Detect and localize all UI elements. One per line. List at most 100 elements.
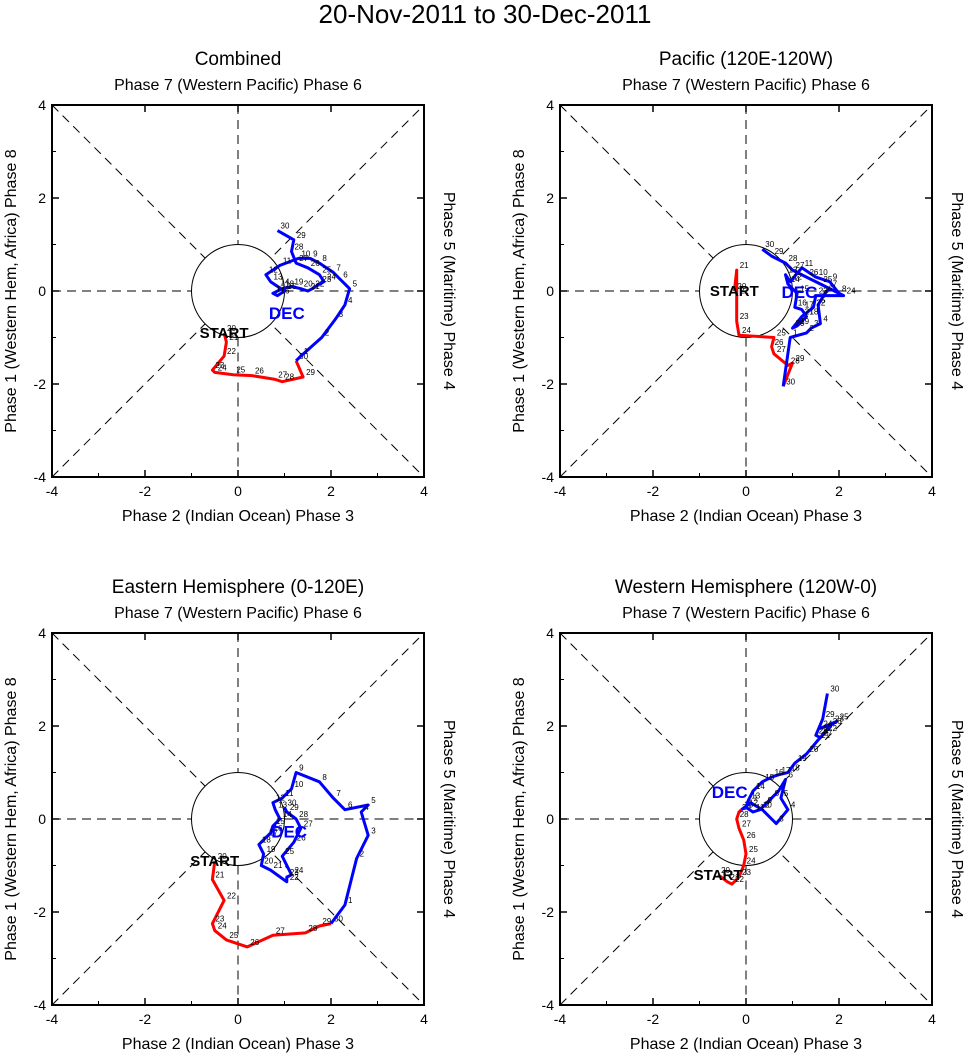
day-label: 3	[371, 826, 376, 835]
y-tick-label: 4	[38, 97, 46, 113]
day-label: 9	[768, 796, 773, 805]
month-label-dec: DEC	[712, 783, 748, 802]
panel-title: Eastern Hemisphere (0-120E)	[112, 577, 364, 598]
day-label: 23	[290, 868, 299, 877]
start-label: START	[710, 283, 759, 300]
day-label: 23	[215, 915, 224, 924]
day-label: 4	[791, 801, 796, 810]
day-label: 27	[777, 345, 786, 354]
series-line-december	[257, 771, 370, 925]
day-label: 29	[297, 231, 306, 240]
x-tick-label: -2	[139, 483, 152, 499]
x-tick-label: 2	[327, 1011, 335, 1027]
right-phase-label: Phase 5 (Maritime) Phase 4	[948, 192, 965, 390]
figure-title: 20-Nov-2011 to 30-Dec-2011	[319, 0, 652, 29]
x-tick-label: 0	[742, 1011, 750, 1027]
day-label: 25	[749, 845, 758, 854]
day-label: 27	[823, 729, 832, 738]
day-label: 8	[322, 254, 327, 263]
day-label: 29	[322, 917, 331, 926]
day-label: 24	[218, 922, 227, 931]
x-axis-label: Phase 2 (Indian Ocean) Phase 3	[630, 1036, 862, 1053]
day-label: 27	[304, 819, 313, 828]
day-label: 19	[800, 317, 809, 326]
day-label: 22	[290, 873, 299, 882]
day-label: 30	[288, 798, 297, 807]
day-label: 10	[301, 249, 310, 258]
day-label: 12	[269, 266, 278, 275]
day-label: 25	[236, 366, 245, 375]
panel-title: Combined	[195, 49, 282, 70]
day-label: 20	[218, 852, 227, 861]
day-label: 25	[285, 847, 294, 856]
panel-title: Pacific (120E-120W)	[659, 49, 833, 70]
y-tick-label: -4	[542, 997, 555, 1013]
day-label: 2	[360, 850, 365, 859]
phase-panel-3: Eastern Hemisphere (0-120E) Phase 7 (West…	[3, 577, 457, 1053]
day-label: 18	[262, 836, 271, 845]
day-label: 11	[285, 789, 294, 798]
day-label: 15	[288, 282, 297, 291]
phase-panel-1: Combined Phase 7 (Western Pacific) Phase …	[3, 49, 457, 525]
day-label: 28	[285, 373, 294, 382]
day-label: 28	[789, 254, 798, 263]
x-tick-label: -2	[647, 1011, 660, 1027]
y-tick-label: -2	[34, 904, 47, 920]
day-label: 30	[830, 684, 839, 693]
day-label: 3	[339, 310, 344, 319]
day-label: 16	[798, 298, 807, 307]
day-label: 8	[775, 789, 780, 798]
x-tick-label: 0	[234, 1011, 242, 1027]
top-phase-label: Phase 7 (Western Pacific) Phase 6	[114, 605, 362, 622]
right-phase-label: Phase 5 (Maritime) Phase 4	[948, 720, 965, 918]
day-label: 17	[805, 301, 814, 310]
day-label: 21	[730, 873, 739, 882]
right-phase-label: Phase 5 (Maritime) Phase 4	[440, 192, 457, 390]
x-tick-label: -4	[554, 1011, 567, 1027]
day-label: 28	[294, 242, 303, 251]
y-tick-label: 0	[546, 811, 554, 827]
day-label: 27	[742, 819, 751, 828]
day-label: 20	[796, 319, 805, 328]
day-label: 21	[311, 282, 320, 291]
day-label: 2	[809, 324, 814, 333]
day-label: 24	[294, 866, 303, 875]
day-label: 20	[721, 866, 730, 875]
top-phase-label: Phase 7 (Western Pacific) Phase 6	[622, 605, 870, 622]
day-label: 13	[274, 273, 283, 282]
y-tick-label: 0	[38, 283, 46, 299]
day-label: 3	[779, 815, 784, 824]
day-label: 21	[274, 861, 283, 870]
y-axis-label: Phase 1 (Western Hem, Africa) Phase 8	[511, 149, 528, 432]
day-label: 4	[364, 803, 369, 812]
y-axis-label: Phase 1 (Western Hem, Africa) Phase 8	[511, 677, 528, 960]
day-label: 26	[311, 259, 320, 268]
day-label: 6	[789, 770, 794, 779]
x-tick-label: -4	[46, 1011, 59, 1027]
x-tick-label: 0	[234, 483, 242, 499]
day-label: 18	[285, 280, 294, 289]
day-label: 21	[805, 308, 814, 317]
day-label: 20	[227, 324, 236, 333]
day-label: 25	[777, 329, 786, 338]
day-label: 22	[735, 875, 744, 884]
day-label: 24	[742, 326, 751, 335]
day-label: 17	[269, 829, 278, 838]
day-label: 26	[747, 831, 756, 840]
y-tick-label: -4	[542, 469, 555, 485]
day-label: 20	[264, 857, 273, 866]
day-label: 16	[775, 768, 784, 777]
day-label: 3	[814, 319, 819, 328]
day-label: 6	[348, 801, 353, 810]
day-label: 28	[308, 924, 317, 933]
start-label: START	[200, 325, 249, 342]
day-label: 25	[322, 266, 331, 275]
y-tick-label: 4	[38, 625, 46, 641]
y-tick-label: 2	[38, 718, 46, 734]
y-tick-label: 2	[38, 190, 46, 206]
x-tick-label: -4	[46, 483, 59, 499]
day-label: 13	[789, 266, 798, 275]
day-label: 22	[227, 891, 236, 900]
series-line-december	[740, 693, 839, 826]
